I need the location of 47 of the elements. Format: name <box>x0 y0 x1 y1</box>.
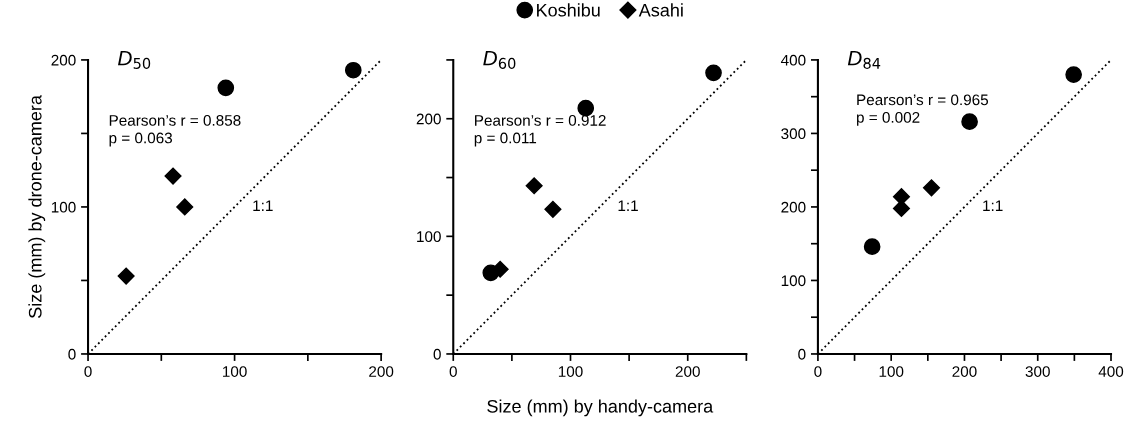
chart-title: D$_{60}$ <box>483 50 516 69</box>
y-tick-label: 200 <box>781 201 806 213</box>
legend-label: Koshibu <box>537 3 600 17</box>
y-tick-label: 200 <box>416 113 441 125</box>
chart-title: D$_{84}$ <box>847 50 881 69</box>
y-tick-label: 100 <box>417 231 441 243</box>
point <box>961 113 978 131</box>
y-axis-title: Size (mm) by drone-camera <box>28 95 46 318</box>
x-axis-title: Size (mm) by handy-camera <box>487 399 714 417</box>
point <box>922 179 941 197</box>
point <box>164 167 182 185</box>
x-tick-label: 200 <box>369 366 394 377</box>
y-tick-label: 0 <box>798 348 806 360</box>
point <box>176 198 194 216</box>
y-tick-label: 400 <box>780 54 806 66</box>
x-tick-label: 100 <box>879 366 904 377</box>
x-tick-label: 100 <box>223 366 247 377</box>
y-tick-label: 0 <box>433 348 441 360</box>
chart-title: D$_{50}$ <box>117 50 151 69</box>
annotation: Pearson’s r = 0.912 p = 0.011 <box>474 114 606 147</box>
point <box>217 79 235 97</box>
x-tick-label: 0 <box>84 366 92 377</box>
point <box>117 267 135 285</box>
point <box>1065 66 1082 83</box>
x-tick-label: 0 <box>814 366 822 377</box>
point <box>525 177 543 195</box>
x-tick-label: 100 <box>558 366 583 377</box>
y-tick-label: 100 <box>51 201 76 213</box>
legend-label: Asahi <box>638 3 683 17</box>
point <box>544 200 562 218</box>
annotation: Pearson’s r = 0.965 p = 0.002 <box>857 94 989 126</box>
annotation: Pearson’s r = 0.858 p = 0.063 <box>109 114 241 147</box>
point <box>705 64 722 82</box>
x-tick-label: 0 <box>449 366 457 377</box>
y-tick-label: 200 <box>51 54 76 66</box>
x-tick-label: 200 <box>675 366 700 377</box>
y-tick-label: 300 <box>781 128 806 140</box>
annotation: 1:1 <box>253 200 273 211</box>
x-tick-label: 300 <box>1025 366 1050 377</box>
x-tick-label: 200 <box>952 366 977 377</box>
y-tick-label: 0 <box>68 348 76 360</box>
point <box>863 238 881 255</box>
point <box>344 61 362 79</box>
annotation: 1:1 <box>618 200 638 211</box>
y-tick-label: 100 <box>781 275 806 287</box>
annotation: 1:1 <box>983 200 1003 211</box>
x-tick-label: 400 <box>1098 366 1124 377</box>
